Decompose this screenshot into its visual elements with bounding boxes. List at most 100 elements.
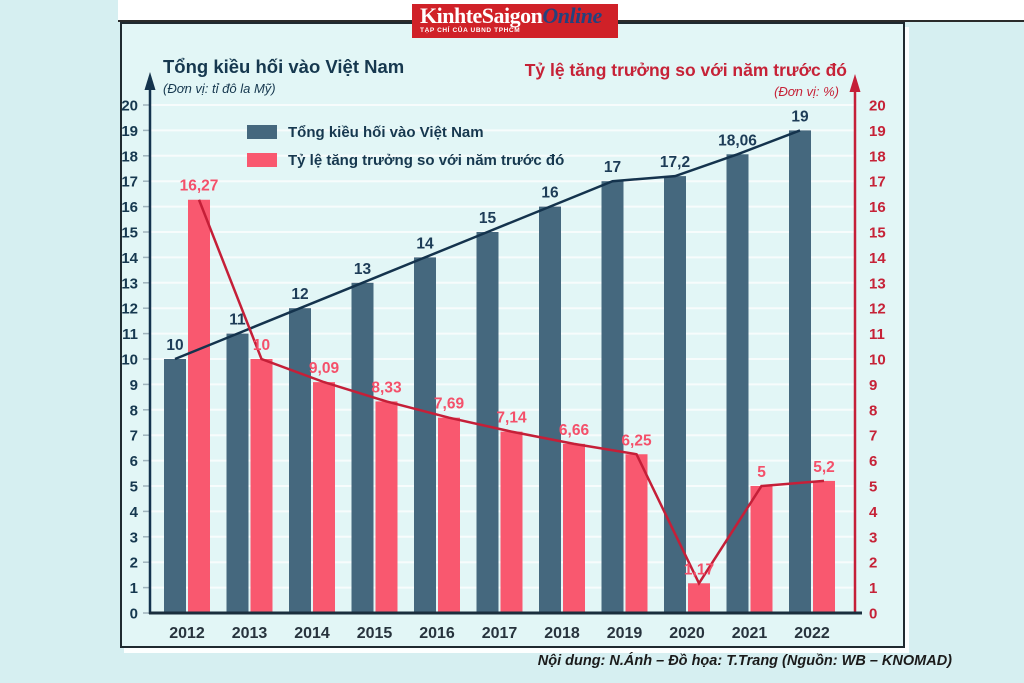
remittance-value-label: 15	[479, 210, 497, 227]
remittance-bar	[351, 282, 374, 613]
right-tick-label: 15	[869, 225, 886, 242]
remittance-value-label: 19	[791, 108, 809, 125]
growth-bar	[438, 417, 460, 613]
right-tick-label: 10	[869, 352, 886, 369]
remittance-bar	[539, 206, 561, 613]
left-tick-label: 15	[122, 225, 138, 242]
year-label: 2022	[794, 625, 830, 642]
right-tick-label: 7	[869, 428, 877, 445]
year-label: 2021	[732, 625, 768, 642]
growth-value-label: 16,27	[180, 178, 219, 195]
right-tick-label: 6	[869, 453, 877, 470]
masthead-title: KinhteSaigonOnline	[420, 5, 610, 27]
year-label: 2019	[607, 625, 643, 642]
remittance-value-label: 18,06	[718, 132, 757, 149]
year-label: 2014	[294, 625, 330, 642]
left-tick-label: 16	[122, 199, 138, 216]
remittance-value-label: 11	[229, 312, 246, 329]
masthead-title-main: KinhteSaigon	[420, 3, 543, 28]
right-tick-label: 13	[869, 275, 886, 292]
growth-value-label: 6,66	[559, 422, 590, 439]
growth-value-label: 8,33	[371, 379, 402, 396]
remittance-bar	[476, 232, 499, 613]
right-axis-title-block: Tỷ lệ tăng trưởng so với năm trước đó (Đ…	[525, 60, 847, 99]
right-tick-label: 14	[869, 250, 886, 267]
right-tick-label: 18	[869, 148, 886, 165]
remittance-bar	[601, 181, 624, 613]
year-label: 2016	[419, 625, 455, 642]
remittance-bar	[789, 130, 811, 613]
left-tick-label: 3	[130, 529, 138, 546]
year-label: 2012	[169, 625, 205, 642]
masthead-subtitle: TẠP CHÍ CỦA UBND TPHCM	[420, 27, 521, 34]
growth-bar	[625, 454, 648, 613]
remittance-bar	[164, 359, 186, 613]
legend-label-remittances: Tổng kiều hối vào Việt Nam	[288, 123, 484, 141]
remittance-bar	[289, 308, 311, 613]
growth-value-label: 5	[757, 464, 766, 481]
right-axis-arrow-icon	[849, 74, 861, 92]
right-tick-label: 12	[869, 301, 886, 318]
left-tick-label: 11	[122, 326, 138, 343]
remittance-value-label: 10	[166, 337, 183, 354]
growth-value-label: 9,09	[309, 360, 340, 377]
growth-bar	[750, 486, 773, 613]
growth-bar	[250, 359, 273, 613]
left-tick-label: 19	[122, 123, 138, 140]
credit-line: Nội dung: N.Ánh – Đồ họa: T.Trang (Nguồn…	[537, 653, 952, 669]
right-tick-label: 17	[869, 174, 886, 191]
left-tick-label: 14	[122, 250, 139, 267]
growth-bar	[500, 431, 523, 613]
right-axis-title: Tỷ lệ tăng trưởng so với năm trước đó	[524, 60, 847, 80]
masthead-title-accent: Online	[542, 3, 602, 28]
growth-bar	[688, 583, 710, 613]
left-tick-label: 8	[130, 402, 138, 419]
remittance-value-label: 14	[416, 235, 434, 252]
right-tick-label: 5	[869, 479, 877, 496]
left-axis-subtitle: (Đơn vị: tỉ đô la Mỹ)	[163, 81, 276, 96]
left-tick-label: 6	[130, 453, 138, 470]
left-axis-title: Tổng kiều hối vào Việt Nam	[163, 56, 405, 77]
right-axis-subtitle: (Đơn vị: %)	[774, 84, 839, 99]
remittances-swatch-icon	[247, 125, 277, 139]
growth-value-label: 5,2	[813, 459, 835, 476]
growth-bar	[188, 199, 210, 613]
growth-swatch-icon	[247, 153, 277, 167]
growth-value-label: 1,17	[684, 561, 714, 578]
remittance-bar	[726, 154, 749, 613]
growth-bar	[563, 443, 585, 613]
growth-bar	[813, 480, 835, 613]
left-tick-label: 1	[130, 580, 138, 597]
year-label: 2015	[357, 625, 393, 642]
growth-bar	[375, 401, 398, 613]
right-tick-label: 1	[869, 580, 877, 597]
left-tick-label: 0	[130, 606, 138, 623]
right-tick-label: 16	[869, 199, 886, 216]
left-tick-label: 12	[122, 301, 138, 318]
year-label: 2018	[544, 625, 580, 642]
right-tick-label: 2	[869, 555, 877, 572]
left-tick-label: 2	[130, 555, 138, 572]
remittance-value-label: 16	[541, 185, 559, 202]
growth-value-label: 6,25	[621, 432, 652, 449]
growth-value-label: 7,14	[496, 410, 527, 427]
right-tick-label: 9	[869, 377, 877, 394]
left-tick-label: 7	[130, 428, 138, 445]
remittance-value-label: 17	[604, 159, 621, 176]
chart-frame: 0 0 1 1 2 2 3 3 4 4 5 5 6 6 7 7 8 8 9 9 10 10 11 11 12 12 13 13 14 14…	[120, 22, 905, 648]
masthead-logo[interactable]: KinhteSaigonOnline TẠP CHÍ CỦA UBND TPHC…	[412, 4, 618, 38]
growth-trend-line	[197, 199, 825, 586]
remittance-value-label: 17,2	[660, 154, 690, 171]
year-label: 2017	[482, 625, 518, 642]
legend-label-growth: Tỷ lệ tăng trưởng so với năm trước đó	[288, 151, 565, 169]
right-tick-label: 20	[869, 98, 886, 115]
year-label: 2013	[232, 625, 268, 642]
left-axis-arrow-icon	[144, 72, 156, 90]
remittance-value-label: 13	[354, 261, 372, 278]
legend-item-remittances: Tổng kiều hối vào Việt Nam	[247, 118, 564, 146]
left-tick-label: 9	[130, 377, 138, 394]
left-tick-label: 5	[130, 479, 138, 496]
growth-bar	[313, 382, 335, 613]
remittance-value-label: 12	[291, 286, 308, 303]
